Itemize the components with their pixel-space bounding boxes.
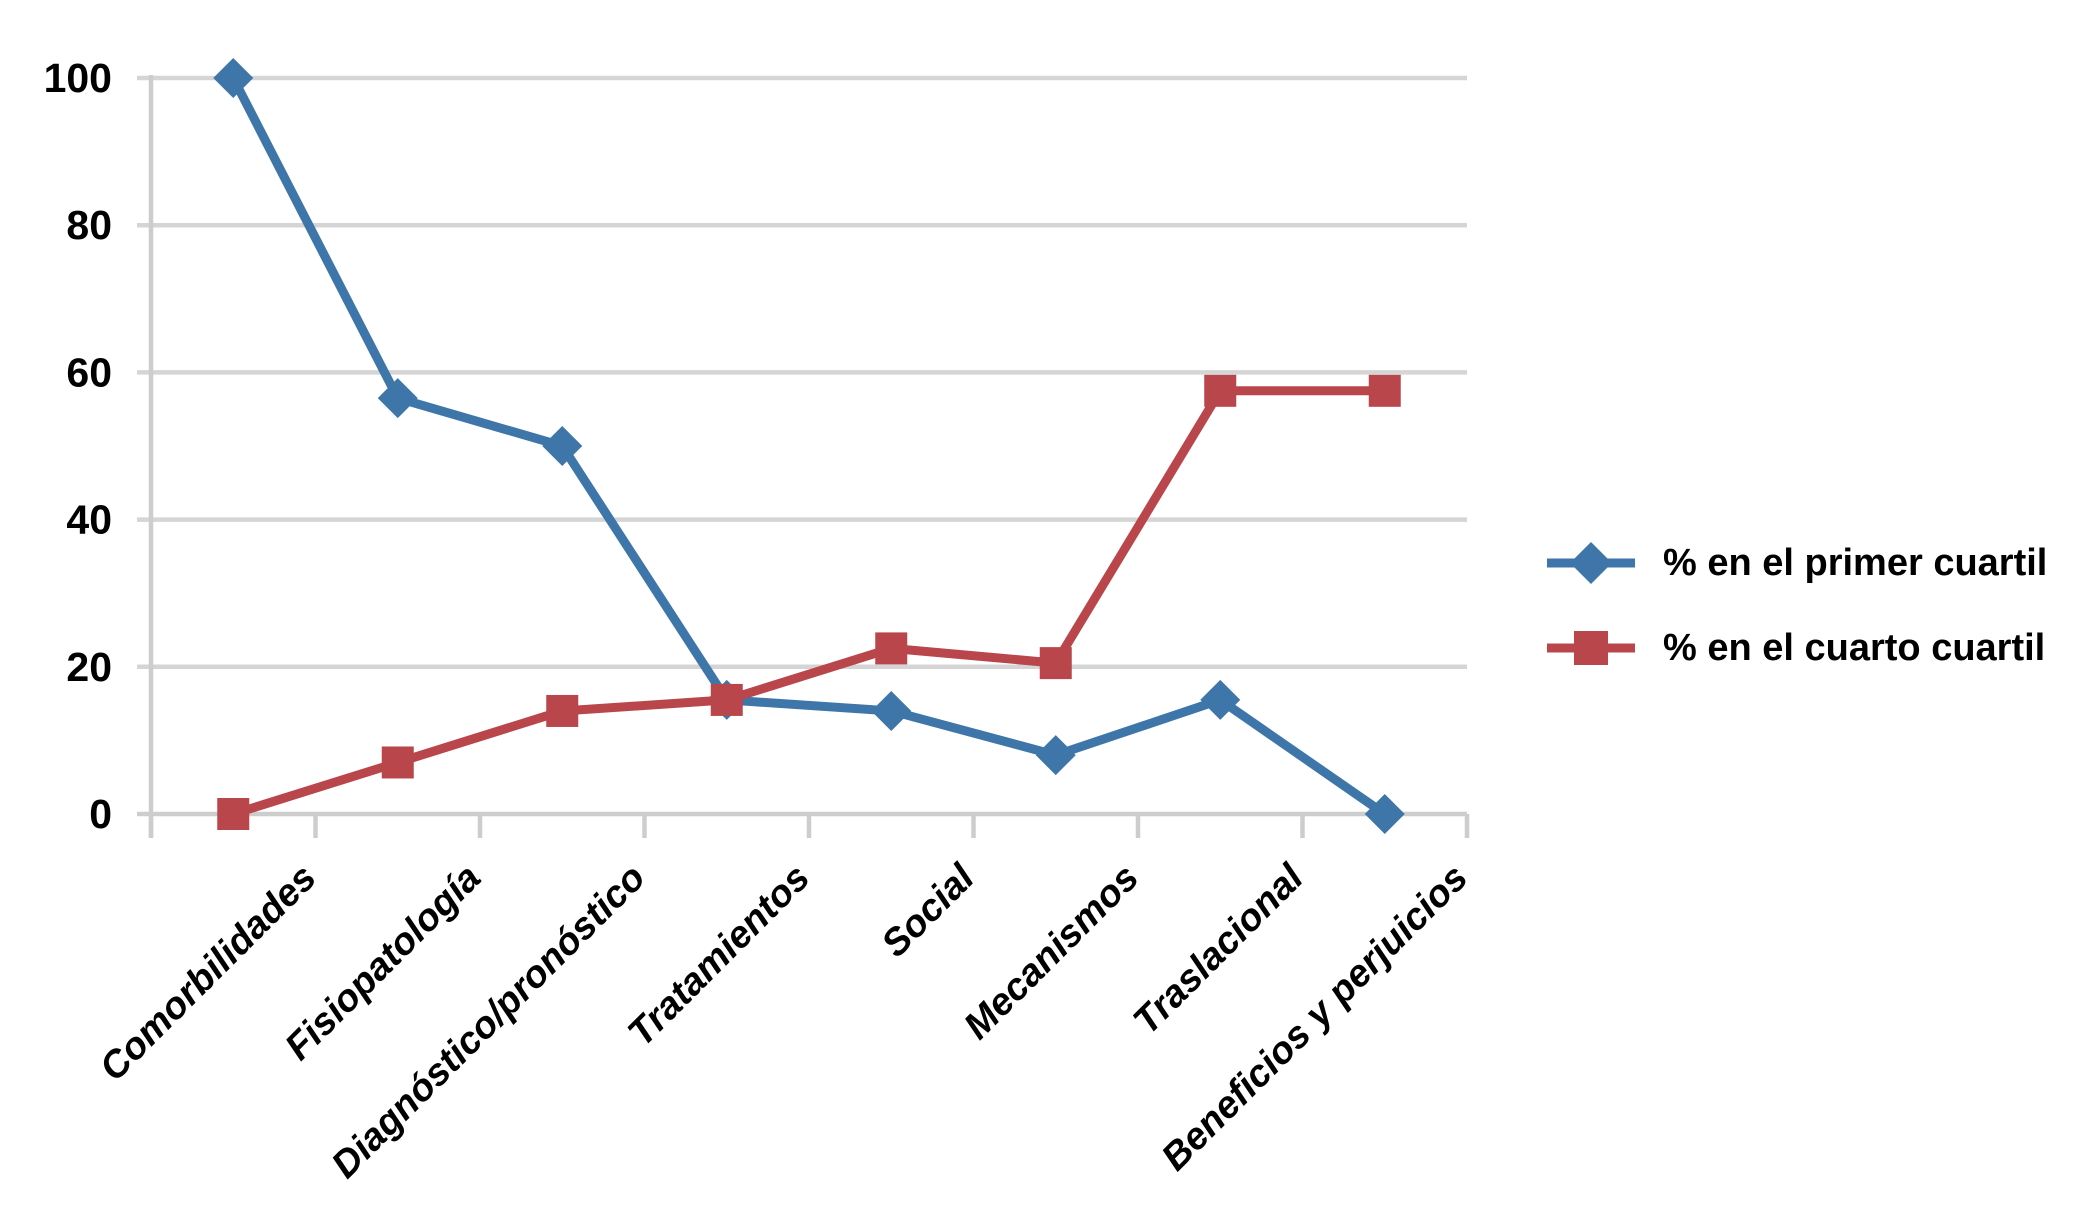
x-category-label-comorbilidades: Comorbilidades <box>92 857 325 1090</box>
marker-diamond-fisiopatologia <box>377 378 418 419</box>
marker-diamond-mecanismos <box>1035 735 1076 776</box>
marker-diamond-beneficios-y-perjuicios <box>1364 794 1405 834</box>
marker-diamond-traslacional <box>1200 679 1241 720</box>
y-tick-label-0: 0 <box>89 791 112 837</box>
x-category-label-social: Social <box>874 856 984 966</box>
y-tick-label-100: 100 <box>44 55 112 101</box>
marker-square-comorbilidades <box>217 798 250 830</box>
series-line-en-el-primer-cuartil <box>228 73 1390 819</box>
legend-label-cuarto-cuartil: % en el cuarto cuartil <box>1663 627 2046 669</box>
legend-marker-square-icon <box>1547 631 1635 665</box>
marker-diamond-diagnostico-pronostico <box>542 426 583 466</box>
y-tick-label-60: 60 <box>66 349 112 395</box>
x-category-label-mecanismos: Mecanismos <box>956 857 1147 1048</box>
legend-entry-primer-cuartil: % en el primer cuartil <box>1545 539 2047 587</box>
marker-diamond-comorbilidades <box>213 58 254 98</box>
marker-square-fisiopatologia <box>381 746 414 779</box>
marker-square-mecanismos <box>1039 647 1072 680</box>
y-tick-label-80: 80 <box>66 202 112 248</box>
marker-square-tratamientos <box>710 683 743 716</box>
legend-label-primer-cuartil: % en el primer cuartil <box>1663 542 2048 584</box>
x-category-label-diagnostico-pronostico: Diagnóstico/pronóstico <box>324 857 654 1187</box>
y-tick-label-20: 20 <box>66 644 112 690</box>
x-category-label-beneficios-y-perjuicios: Beneficios y perjuicios <box>1154 857 1476 1179</box>
marker-square-social <box>875 632 908 665</box>
marker-square-traslacional <box>1204 374 1237 407</box>
legend-marker-diamond-icon <box>1547 542 1635 584</box>
series-line-en-el-cuarto-cuartil <box>228 386 1390 819</box>
marker-square-diagnostico-pronostico <box>546 694 579 727</box>
marker-diamond-social <box>871 690 912 731</box>
legend-entry-cuarto-cuartil: % en el cuarto cuartil <box>1545 624 2045 672</box>
x-category-label-traslacional: Traslacional <box>1126 856 1313 1043</box>
marker-square-beneficios-y-perjuicios <box>1368 374 1401 407</box>
y-tick-label-40: 40 <box>66 497 112 543</box>
